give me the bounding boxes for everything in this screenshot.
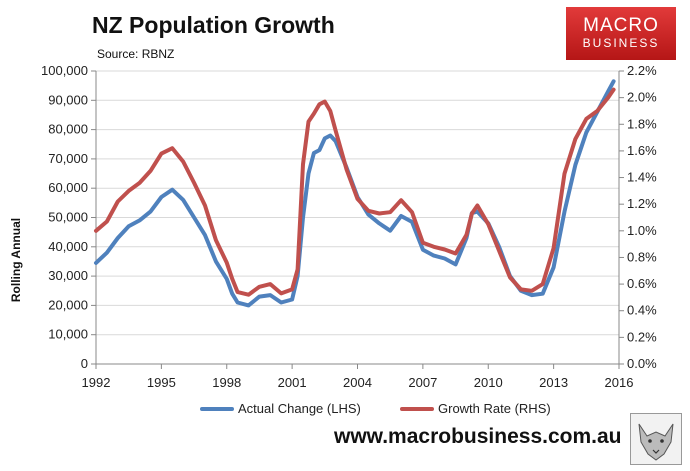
wolf-logo-icon — [630, 413, 682, 465]
legend-label-growth: Growth Rate (RHS) — [438, 401, 551, 416]
y-right-tick-label: 1.0% — [627, 223, 657, 238]
legend-item-actual: Actual Change (LHS) — [200, 401, 361, 416]
gridlines — [96, 70, 619, 336]
y-right-tick-label: 2.0% — [627, 90, 657, 105]
y-right-tick-label: 0.0% — [627, 356, 657, 371]
legend-label-actual: Actual Change (LHS) — [238, 401, 361, 416]
axes — [91, 70, 624, 369]
y-left-tick-label: 50,000 — [48, 210, 88, 225]
y-left-tick-label: 10,000 — [48, 327, 88, 342]
y-left-tick-label: 40,000 — [48, 239, 88, 254]
y-right-tick-label: 1.4% — [627, 170, 657, 185]
y-right-tick-label: 1.6% — [627, 143, 657, 158]
chart-legend: Actual Change (LHS) Growth Rate (RHS) — [0, 401, 690, 419]
x-tick-label: 2013 — [539, 375, 568, 390]
chart-source: Source: RBNZ — [97, 47, 175, 61]
legend-swatch-growth — [400, 406, 434, 411]
y-right-tick-label: 0.2% — [627, 329, 657, 344]
x-tick-label: 1992 — [82, 375, 111, 390]
x-tick-label: 1998 — [212, 375, 241, 390]
y-left-tick-label: 30,000 — [48, 268, 88, 283]
tick-labels: 0 10,000 20,000 30,000 40,000 50,000 60,000 70,… — [41, 63, 657, 390]
x-tick-label: 2007 — [408, 375, 437, 390]
logo-line-2: BUSINESS — [582, 36, 660, 50]
y-left-tick-label: 90,000 — [48, 92, 88, 107]
legend-item-growth: Growth Rate (RHS) — [400, 401, 551, 416]
y-right-tick-label: 1.2% — [627, 196, 657, 211]
y-right-tick-label: 2.2% — [627, 63, 657, 78]
chart-title: NZ Population Growth — [92, 12, 335, 38]
x-tick-label: 2004 — [343, 375, 372, 390]
x-tick-label: 2010 — [474, 375, 503, 390]
macrobusiness-logo: MACRO BUSINESS — [566, 7, 676, 60]
y-right-tick-label: 0.6% — [627, 276, 657, 291]
y-left-tick-label: 80,000 — [48, 122, 88, 137]
growth-rate-line — [94, 87, 616, 297]
y-left-tick-label: 20,000 — [48, 297, 88, 312]
y-right-tick-label: 0.4% — [627, 303, 657, 318]
y-left-tick-label: 100,000 — [41, 63, 88, 78]
series-lines — [94, 79, 616, 308]
y-right-tick-label: 0.8% — [627, 249, 657, 264]
y-left-tick-label: 60,000 — [48, 180, 88, 195]
logo-line-1: MACRO — [583, 15, 659, 36]
legend-swatch-actual — [200, 406, 234, 411]
x-tick-label: 2001 — [278, 375, 307, 390]
y-left-tick-label: 0 — [81, 356, 88, 371]
y-right-tick-label: 1.8% — [627, 116, 657, 131]
x-tick-label: 2016 — [605, 375, 634, 390]
x-tick-label: 1995 — [147, 375, 176, 390]
y-left-tick-label: 70,000 — [48, 151, 88, 166]
website-url: www.macrobusiness.com.au — [334, 425, 622, 448]
